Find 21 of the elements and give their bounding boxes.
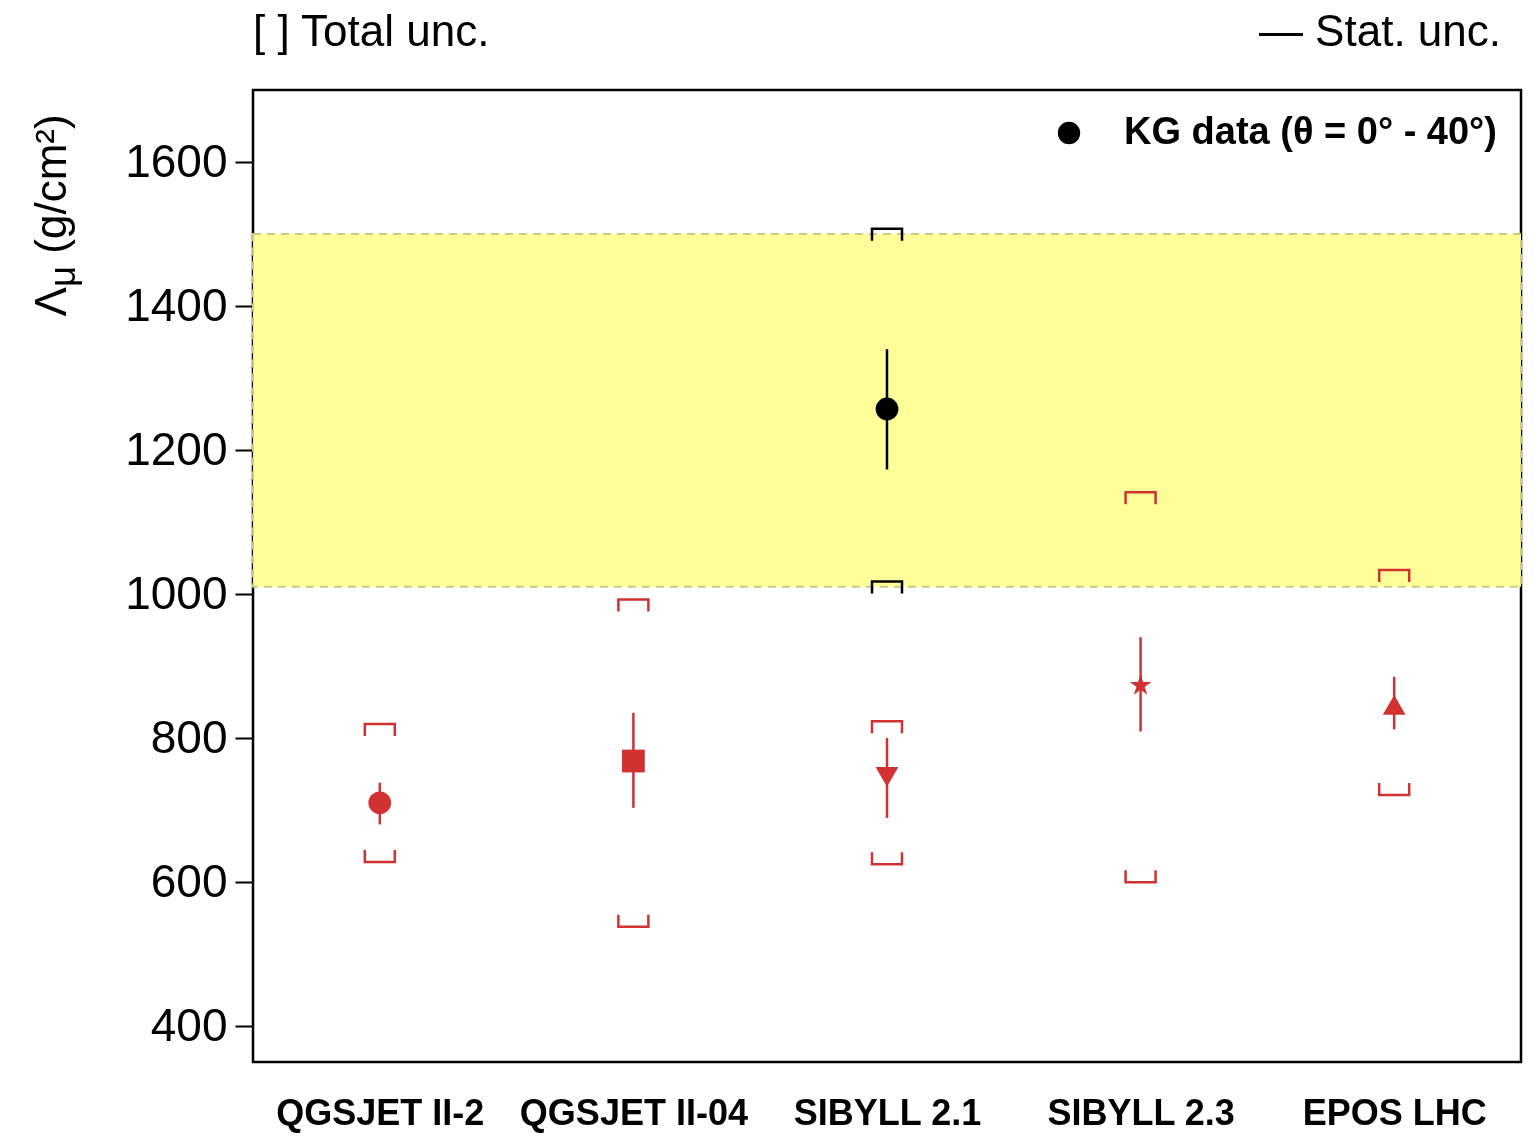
- point: [875, 767, 899, 787]
- text: — Stat. unc.: [1258, 6, 1501, 56]
- y-tick-label: 400: [150, 998, 228, 1051]
- y-tick-label: 600: [150, 854, 228, 907]
- point: [1129, 674, 1152, 695]
- y-tick-label: 1400: [125, 278, 228, 331]
- point: [622, 749, 645, 773]
- x-tick-label: QGSJET II-2: [276, 1091, 485, 1133]
- y-tick-label: 800: [150, 710, 228, 763]
- x-tick-label: EPOS LHC: [1302, 1091, 1487, 1133]
- legend-label: KG data (θ = 0° - 40°): [1124, 110, 1497, 152]
- point: [368, 791, 392, 815]
- y-tick-label: 1600: [125, 134, 228, 187]
- point: [875, 397, 899, 421]
- y-tick-label: 1000: [125, 566, 228, 619]
- x-tick-label: SIBYLL 2.1: [793, 1091, 982, 1133]
- x-tick-label: SIBYLL 2.3: [1047, 1091, 1235, 1133]
- point: [1382, 695, 1406, 715]
- x-tick-label: QGSJET II-04: [519, 1091, 748, 1133]
- y-tick-label: 1200: [125, 422, 228, 475]
- text: [ ] Total unc.: [253, 6, 490, 56]
